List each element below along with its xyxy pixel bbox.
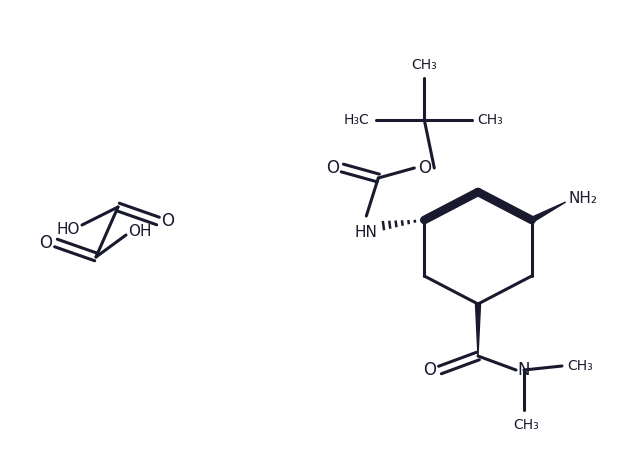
Text: CH₃: CH₃ — [513, 418, 539, 432]
Text: CH₃: CH₃ — [477, 113, 503, 127]
Text: OH: OH — [128, 224, 152, 238]
Polygon shape — [476, 304, 481, 356]
Text: O: O — [40, 234, 52, 252]
Text: HO: HO — [56, 221, 80, 236]
Text: O: O — [418, 159, 431, 177]
Text: O: O — [424, 361, 436, 379]
Text: CH₃: CH₃ — [567, 359, 593, 373]
Polygon shape — [531, 202, 566, 222]
Text: O: O — [326, 159, 339, 177]
Text: CH₃: CH₃ — [412, 58, 437, 72]
Text: HN: HN — [355, 225, 378, 240]
Text: O: O — [161, 212, 175, 230]
Text: H₃C: H₃C — [344, 113, 369, 127]
Text: N: N — [518, 361, 531, 379]
Text: NH₂: NH₂ — [568, 190, 597, 205]
